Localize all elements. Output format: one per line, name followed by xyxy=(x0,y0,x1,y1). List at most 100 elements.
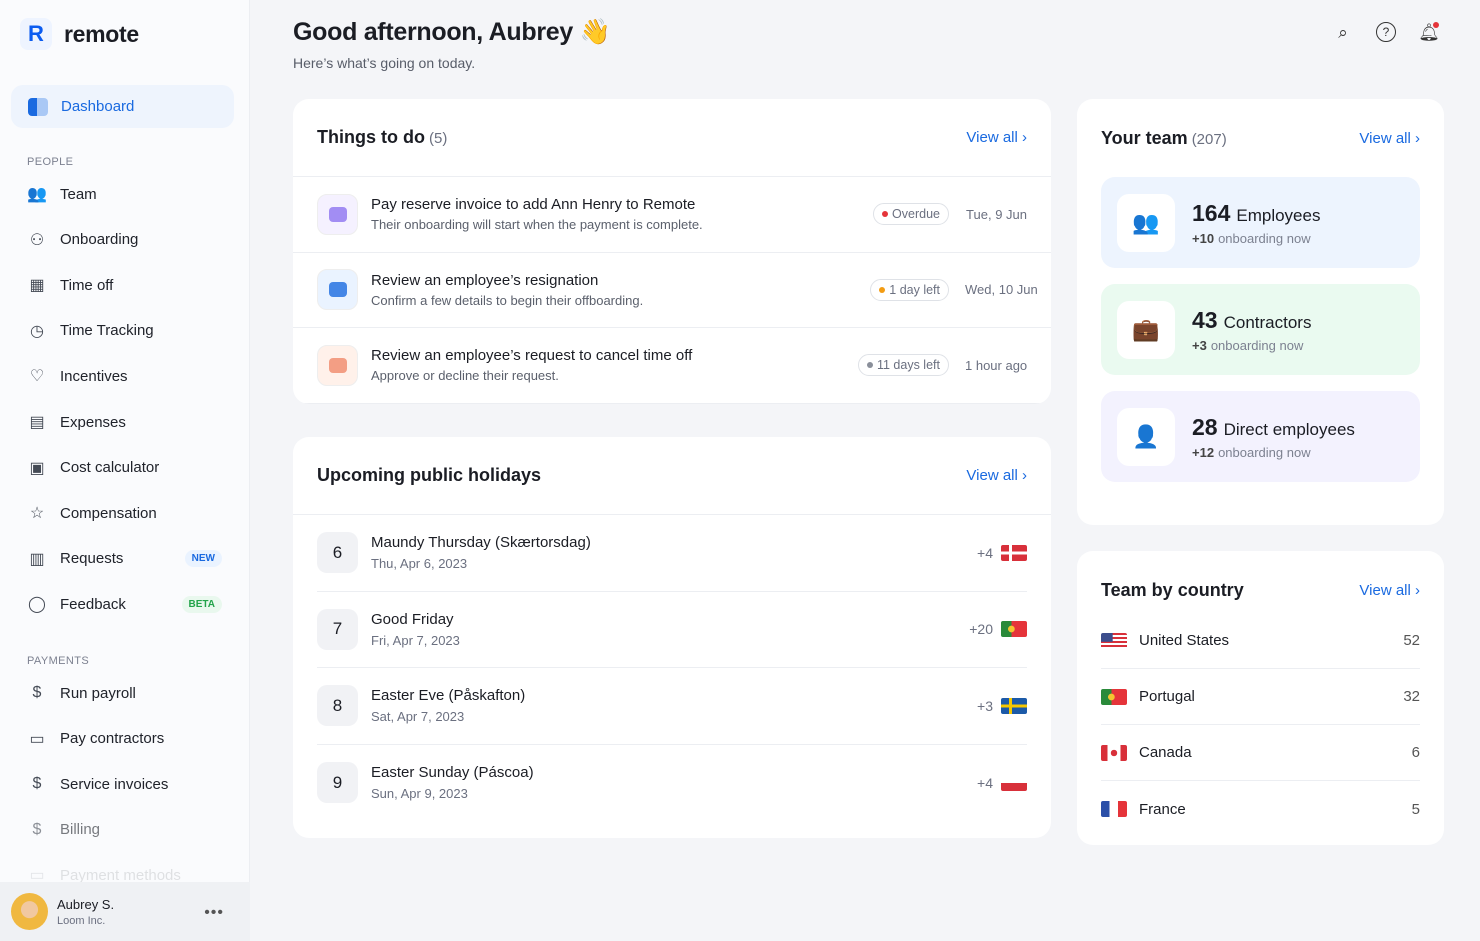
country-name: United States xyxy=(1139,632,1230,649)
team-group-icon: 👥 xyxy=(1117,193,1175,252)
todo-icon xyxy=(317,269,358,311)
sidebar-item-time-tracking[interactable]: ◷ Time Tracking xyxy=(27,321,222,341)
sidebar-item-incentives[interactable]: ♡ Incentives xyxy=(27,366,222,386)
dollar-icon: $ xyxy=(32,684,42,701)
todo-item[interactable]: Review an employee’s resignation Confirm … xyxy=(293,253,1051,328)
extra-countries-count: +20 xyxy=(969,621,993,638)
holiday-date: Thu, Apr 6, 2023 xyxy=(371,556,468,572)
holiday-item[interactable]: 9 Easter Sunday (Páscoa) Sun, Apr 9, 2023 +… xyxy=(317,745,1027,822)
onboarding-count: +12 onboarding now xyxy=(1192,444,1311,460)
sidebar-item-label: Expenses xyxy=(60,413,126,431)
canada-flag-icon xyxy=(1101,744,1127,761)
sidebar-item-label: Team xyxy=(60,185,97,203)
status-badge: 11 days left xyxy=(857,354,949,377)
more-options-icon[interactable]: ••• xyxy=(204,904,224,921)
section-label-people: PEOPLE xyxy=(27,156,74,168)
holiday-day: 9 xyxy=(317,762,358,804)
portugal-flag-icon xyxy=(1001,621,1027,638)
holiday-item[interactable]: 6 Maundy Thursday (Skærtorsdag) Thu, Apr 6… xyxy=(317,515,1027,592)
clock-icon: ◷ xyxy=(30,322,44,340)
team-group-count: 43 xyxy=(1192,306,1218,333)
country-row[interactable]: United States 52 xyxy=(1101,613,1420,669)
new-badge: NEW xyxy=(184,550,222,568)
team-by-country-card: Team by country View all › United States 5… xyxy=(1077,551,1444,845)
sidebar-item-requests[interactable]: ▥ Requests NEW xyxy=(27,549,222,569)
sidebar-item-label: Run payroll xyxy=(60,684,136,702)
card-title: Team by country xyxy=(1101,579,1244,600)
sidebar-item-onboarding[interactable]: ⚇ Onboarding xyxy=(27,230,222,250)
todo-item[interactable]: Review an employee’s request to cancel t… xyxy=(293,328,1051,404)
search-icon[interactable]: ⌕ xyxy=(1338,23,1348,42)
team-group-icon: 💼 xyxy=(1117,300,1175,359)
user-profile[interactable]: Aubrey S. Loom Inc. ••• xyxy=(0,882,250,941)
poland-flag-icon xyxy=(1001,774,1027,791)
sidebar-item-label: Service invoices xyxy=(60,775,169,793)
holiday-name: Maundy Thursday (Skærtorsdag) xyxy=(371,534,591,552)
invoice-icon: $ xyxy=(32,775,42,793)
sidebar-item-dashboard[interactable]: Dashboard xyxy=(11,85,234,128)
country-row[interactable]: Canada 6 xyxy=(1101,725,1420,781)
view-all-link[interactable]: View all › xyxy=(1359,129,1420,147)
sidebar-item-pay-contractors[interactable]: ▭ Pay contractors xyxy=(27,729,222,749)
team-group-count: 164 xyxy=(1192,199,1231,226)
todo-date: 1 hour ago xyxy=(965,357,1028,373)
sidebar-item-label: Time off xyxy=(60,276,114,294)
view-all-link[interactable]: View all › xyxy=(966,129,1027,146)
holiday-item[interactable]: 7 Good Friday Fri, Apr 7, 2023 +20 xyxy=(317,592,1027,668)
sidebar-item-expenses[interactable]: ▤ Expenses xyxy=(27,412,222,432)
holiday-name: Easter Sunday (Páscoa) xyxy=(371,764,534,782)
receipt-icon: ▤ xyxy=(29,414,45,431)
extra-countries-count: +4 xyxy=(977,544,993,561)
todo-item[interactable]: Pay reserve invoice to add Ann Henry to … xyxy=(293,177,1051,253)
sidebar-item-service-invoices[interactable]: $ Service invoices xyxy=(27,774,222,794)
status-badge: Overdue xyxy=(873,203,949,226)
team-group-label: Employees xyxy=(1236,205,1321,225)
card-title: Your team (207) xyxy=(1101,127,1227,148)
holiday-day: 8 xyxy=(317,685,358,727)
view-all-link[interactable]: View all › xyxy=(966,467,1027,484)
sidebar-item-team[interactable]: 👥 Team xyxy=(27,184,222,204)
todo-subtitle: Their onboarding will start when the pay… xyxy=(371,217,703,233)
public-holidays-card: Upcoming public holidays View all › 6 Maun… xyxy=(293,437,1051,838)
bell-icon[interactable]: 🔔︎ xyxy=(1418,22,1440,42)
calculator-icon: ▣ xyxy=(29,459,45,477)
team-group-contractors[interactable]: 💼 43 Contractors +3 onboarding now xyxy=(1101,284,1420,375)
wallet-icon: ▭ xyxy=(29,867,45,885)
sidebar-item-label: Cost calculator xyxy=(60,459,160,477)
sidebar-item-time-off[interactable]: ▦ Time off xyxy=(27,275,222,295)
sidebar: R remote Dashboard PEOPLE 👥 Team ⚇ Onboardi… xyxy=(0,0,250,941)
todo-icon xyxy=(317,344,358,386)
sidebar-item-compensation[interactable]: ☆ Compensation xyxy=(27,503,222,523)
holiday-day: 6 xyxy=(317,532,358,574)
user-org: Loom Inc. xyxy=(57,914,106,927)
logo[interactable]: R remote xyxy=(20,18,139,50)
country-row[interactable]: France 5 xyxy=(1101,781,1420,837)
sidebar-item-run-payroll[interactable]: $ Run payroll xyxy=(27,683,222,703)
denmark-flag-icon xyxy=(1001,544,1027,561)
requests-icon: ▥ xyxy=(29,550,45,568)
todo-subtitle: Approve or decline their request. xyxy=(371,368,559,384)
onboarding-count: +10 onboarding now xyxy=(1192,230,1311,246)
country-count: 5 xyxy=(1411,800,1420,818)
holiday-item[interactable]: 8 Easter Eve (Påskafton) Sat, Apr 7, 2023 +… xyxy=(317,668,1027,745)
page-title: Good afternoon, Aubrey 👋 xyxy=(293,18,611,46)
team-group-direct-employees[interactable]: 👤 28 Direct employees +12 onboarding now xyxy=(1101,391,1420,482)
beta-badge: BETA xyxy=(181,595,222,613)
view-all-link[interactable]: View all › xyxy=(1359,581,1420,599)
team-icon: 👥 xyxy=(27,186,47,203)
heart-icon: ♡ xyxy=(29,368,45,386)
country-name: Portugal xyxy=(1139,688,1195,705)
sidebar-item-payment-methods[interactable]: ▭ Payment methods xyxy=(27,865,222,885)
help-icon[interactable]: ? xyxy=(1376,22,1396,42)
todo-subtitle: Confirm a few details to begin their off… xyxy=(371,292,644,308)
sidebar-item-label: Pay contractors xyxy=(60,730,165,748)
sidebar-item-billing[interactable]: $ Billing xyxy=(27,820,222,840)
country-row[interactable]: Portugal 32 xyxy=(1101,669,1420,725)
sidebar-item-cost-calculator[interactable]: ▣ Cost calculator xyxy=(27,458,222,478)
holiday-date: Sun, Apr 9, 2023 xyxy=(371,786,468,802)
team-group-employees[interactable]: 👥 164 Employees +10 onboarding now xyxy=(1101,177,1420,268)
card-title: Things to do (5) xyxy=(317,127,448,147)
extra-countries-count: +4 xyxy=(977,774,993,791)
card-icon: ▭ xyxy=(29,730,45,748)
sidebar-item-feedback[interactable]: ◯ Feedback BETA xyxy=(27,594,222,614)
